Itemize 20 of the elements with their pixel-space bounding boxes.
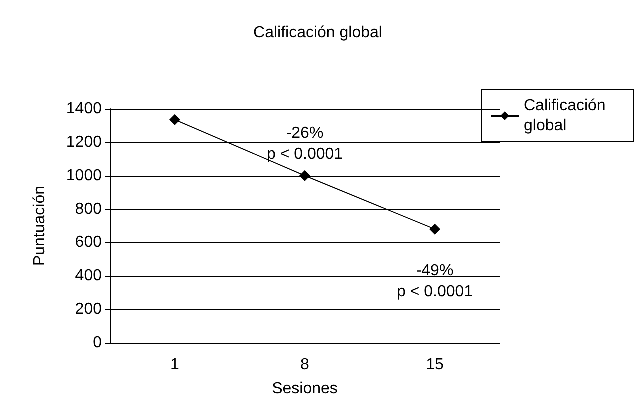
point [300,170,310,182]
chart-title: Calificación global [254,24,382,42]
y-tick-label: 1400 [66,100,102,118]
y-tick-label: 1000 [66,167,102,184]
y-tick-label: 0 [93,334,102,352]
y-axis-title: Puntuación [32,186,48,266]
x-tick-label: 1 [170,356,180,374]
y-tick-label: 600 [75,234,102,252]
annotation: -49% p < 0.0001 [396,262,474,300]
y-tick-label: 200 [75,301,102,318]
x-tick-label: 8 [300,356,310,374]
annotation: -26% p < 0.0001 [266,125,344,163]
point [170,114,180,126]
x-axis-title: Sesiones [272,380,338,398]
legend-label: Calificación global [524,98,610,134]
y-tick-label: 400 [75,268,102,285]
point [430,224,440,235]
x-tick-label: 15 [426,356,444,374]
y-tick-label: 1200 [66,134,102,151]
y-tick-label: 800 [75,200,102,218]
